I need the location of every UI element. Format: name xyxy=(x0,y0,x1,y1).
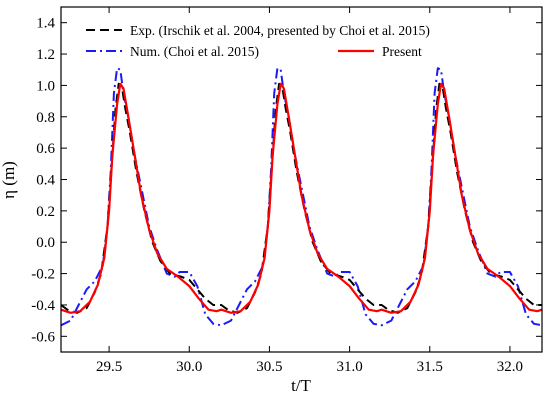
y-tick-label: 0.2 xyxy=(36,204,55,220)
legend-label-2: Present xyxy=(382,44,422,59)
legend: Exp. (Irschik et al. 2004, presented by … xyxy=(86,23,430,59)
series-lines xyxy=(61,67,542,327)
x-tick-label: 30.0 xyxy=(176,359,202,375)
y-tick-label: -0.6 xyxy=(31,329,55,345)
x-axis-title: t/T xyxy=(291,376,311,395)
y-tick-label: 0.8 xyxy=(36,110,55,126)
x-tick-label: 29.5 xyxy=(96,359,122,375)
y-tick-label: 0.6 xyxy=(36,141,55,157)
y-tick-label: 1.4 xyxy=(36,16,55,32)
y-axis-title: η (m) xyxy=(0,161,18,199)
x-tick-label: 32.0 xyxy=(497,359,523,375)
y-tick-label: 1.0 xyxy=(36,78,55,94)
y-tick-label: 0.4 xyxy=(36,173,55,189)
y-tick-label: 1.2 xyxy=(36,47,55,63)
legend-label-0: Exp. (Irschik et al. 2004, presented by … xyxy=(130,23,430,38)
x-tick-label: 31.0 xyxy=(336,359,362,375)
y-tick-label: 0.0 xyxy=(36,235,55,251)
series-line-2 xyxy=(61,82,542,314)
y-tick-label: -0.2 xyxy=(31,267,55,283)
legend-label-1: Num. (Choi et al. 2015) xyxy=(130,44,259,59)
y-tick-label: -0.4 xyxy=(31,298,55,314)
x-tick-label: 31.5 xyxy=(417,359,443,375)
x-tick-label: 30.5 xyxy=(256,359,282,375)
series-line-0 xyxy=(61,82,542,314)
axis-ticks: 29.5 30.0 30.5 31.0 31.5 32.0 -0.6 -0.4 -0.2 0.0 0… xyxy=(31,7,542,375)
